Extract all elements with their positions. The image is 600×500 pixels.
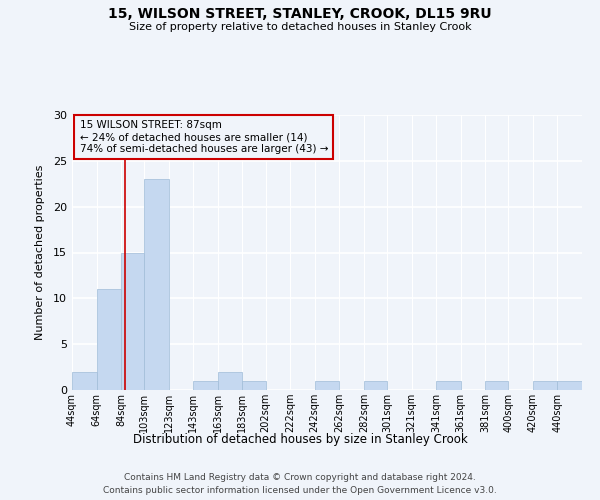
Bar [485,381,508,390]
Bar [218,372,242,390]
Bar [121,252,145,390]
Bar [193,381,218,390]
Bar [145,179,169,390]
Bar [436,381,461,390]
Text: Contains public sector information licensed under the Open Government Licence v3: Contains public sector information licen… [103,486,497,495]
Text: Size of property relative to detached houses in Stanley Crook: Size of property relative to detached ho… [128,22,472,32]
Text: Distribution of detached houses by size in Stanley Crook: Distribution of detached houses by size … [133,432,467,446]
Text: 15 WILSON STREET: 87sqm
← 24% of detached houses are smaller (14)
74% of semi-de: 15 WILSON STREET: 87sqm ← 24% of detache… [80,120,328,154]
Bar [72,372,97,390]
Bar [557,381,582,390]
Bar [97,289,121,390]
Bar [315,381,339,390]
Bar [242,381,266,390]
Bar [364,381,387,390]
Text: 15, WILSON STREET, STANLEY, CROOK, DL15 9RU: 15, WILSON STREET, STANLEY, CROOK, DL15 … [108,8,492,22]
Y-axis label: Number of detached properties: Number of detached properties [35,165,44,340]
Text: Contains HM Land Registry data © Crown copyright and database right 2024.: Contains HM Land Registry data © Crown c… [124,472,476,482]
Bar [533,381,557,390]
